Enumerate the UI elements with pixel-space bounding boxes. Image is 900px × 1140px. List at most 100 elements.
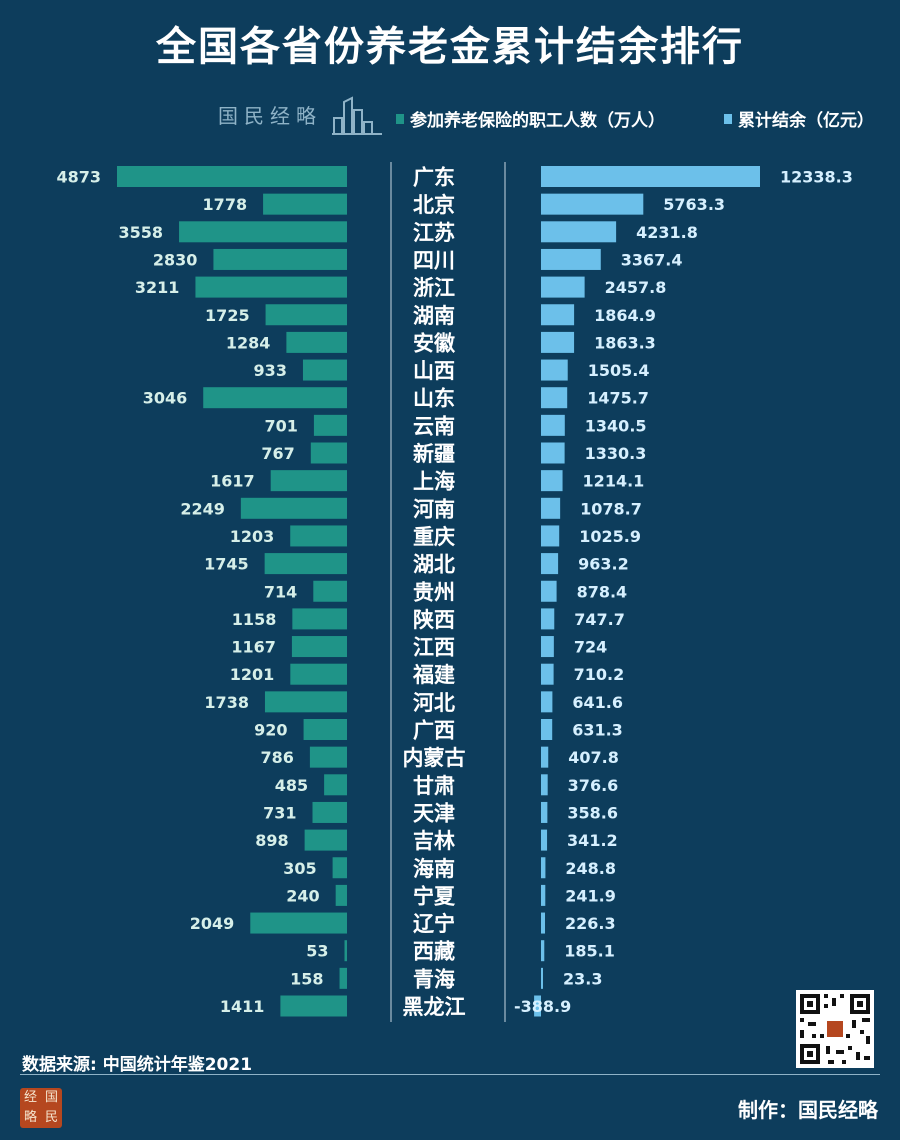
balance-value-label: 1863.3 <box>594 333 656 352</box>
province-label: 天津 <box>413 801 455 825</box>
province-label: 河北 <box>413 691 455 715</box>
balance-bar <box>541 221 617 243</box>
workers-value-label: 3558 <box>119 223 164 242</box>
workers-bar <box>270 470 347 492</box>
chart-title: 全国各省份养老金累计结余排行 <box>156 24 744 70</box>
workers-bar <box>304 829 347 851</box>
province-label: 新疆 <box>413 442 455 466</box>
province-label: 陕西 <box>413 608 455 632</box>
balance-value-label: 407.8 <box>568 748 619 767</box>
province-label: 青海 <box>413 967 455 991</box>
workers-bar <box>213 248 347 270</box>
balance-value-label: 1330.3 <box>585 444 647 463</box>
maker-credit: 制作：国民经略 <box>738 1098 878 1122</box>
balance-value-label: 710.2 <box>574 665 625 684</box>
balance-value-label: 747.7 <box>574 610 625 629</box>
brand-seal-logo: 经 国 略 民 <box>20 1088 62 1128</box>
workers-value-label: 2249 <box>180 499 225 518</box>
workers-value-label: 3046 <box>143 389 188 408</box>
balance-value-label: 23.3 <box>563 969 602 988</box>
legend-item-workers: 参加养老保险的职工人数（万人） <box>396 106 665 131</box>
workers-bar <box>302 359 347 381</box>
workers-value-label: 1284 <box>226 333 271 352</box>
province-label: 山西 <box>413 359 455 383</box>
workers-bar <box>313 580 347 602</box>
balance-bar <box>541 636 554 658</box>
workers-bar <box>265 304 347 326</box>
workers-bar <box>117 166 347 187</box>
workers-value-label: 1411 <box>220 997 265 1016</box>
balance-value-label: 878.4 <box>577 582 628 601</box>
workers-bar <box>344 940 347 962</box>
province-label: 辽宁 <box>413 912 455 936</box>
balance-bar <box>541 663 554 685</box>
balance-value-label: 1475.7 <box>587 389 649 408</box>
balance-value-label: 1505.4 <box>588 361 650 380</box>
workers-bar <box>292 608 347 630</box>
workers-value-label: 1201 <box>230 665 275 684</box>
balance-bar <box>541 884 546 906</box>
balance-value-label: 1078.7 <box>580 499 642 518</box>
balance-value-label: 631.3 <box>572 721 623 740</box>
balance-bar <box>541 470 563 492</box>
balance-bar <box>541 414 565 436</box>
balance-bar <box>541 774 548 796</box>
skyline-icon <box>332 96 382 135</box>
balance-bar <box>541 304 575 326</box>
province-label: 海南 <box>413 857 455 881</box>
balance-bar <box>541 746 549 768</box>
workers-bar <box>303 719 347 740</box>
balance-value-label: 641.6 <box>572 693 623 712</box>
workers-value-label: 1167 <box>231 638 276 657</box>
province-label: 河南 <box>413 497 455 521</box>
province-label: 北京 <box>413 193 455 217</box>
workers-bar <box>291 636 347 658</box>
workers-value-label: 3211 <box>135 278 180 297</box>
province-label: 江苏 <box>413 221 455 245</box>
province-label: 浙江 <box>413 276 455 300</box>
balance-value-label: 12338.3 <box>780 168 853 187</box>
workers-value-label: 898 <box>255 831 288 850</box>
balance-value-label: 341.2 <box>567 831 618 850</box>
workers-bar <box>332 857 347 879</box>
workers-bar <box>309 746 347 768</box>
workers-value-label: 240 <box>286 886 319 905</box>
workers-value-label: 920 <box>254 721 287 740</box>
workers-value-label: 1778 <box>203 195 248 214</box>
province-label: 西藏 <box>413 940 455 964</box>
province-label: 上海 <box>413 470 455 494</box>
province-label: 贵州 <box>413 580 455 604</box>
workers-value-label: 53 <box>306 942 328 961</box>
workers-value-label: 1617 <box>210 472 255 491</box>
workers-bar <box>312 801 347 823</box>
balance-bar <box>541 691 553 713</box>
province-label: 江西 <box>413 636 455 660</box>
province-label: 甘肃 <box>413 774 455 798</box>
province-label: 山东 <box>413 387 455 411</box>
workers-bar <box>290 525 347 547</box>
workers-bar <box>335 884 347 906</box>
balance-bar <box>541 442 565 464</box>
balance-bar <box>541 497 561 519</box>
balance-value-label: 2457.8 <box>605 278 667 297</box>
workers-bar <box>264 553 347 575</box>
balance-bar <box>541 580 557 602</box>
balance-value-label: -388.9 <box>514 997 571 1016</box>
workers-value-label: 767 <box>261 444 294 463</box>
workers-bar <box>264 691 347 713</box>
balance-value-label: 3367.4 <box>621 250 683 269</box>
balance-bar <box>534 995 541 1017</box>
province-label: 广东 <box>413 166 455 190</box>
workers-value-label: 158 <box>290 969 323 988</box>
legend-swatch-balance <box>724 113 732 124</box>
province-label: 广西 <box>413 719 455 743</box>
balance-value-label: 1214.1 <box>583 472 645 491</box>
workers-bar <box>250 912 347 934</box>
workers-value-label: 2830 <box>153 250 198 269</box>
qr-code <box>796 990 874 1068</box>
balance-bar <box>541 608 555 630</box>
province-label: 黑龙江 <box>403 995 466 1019</box>
balance-bar <box>541 829 548 851</box>
workers-value-label: 1745 <box>204 555 249 574</box>
